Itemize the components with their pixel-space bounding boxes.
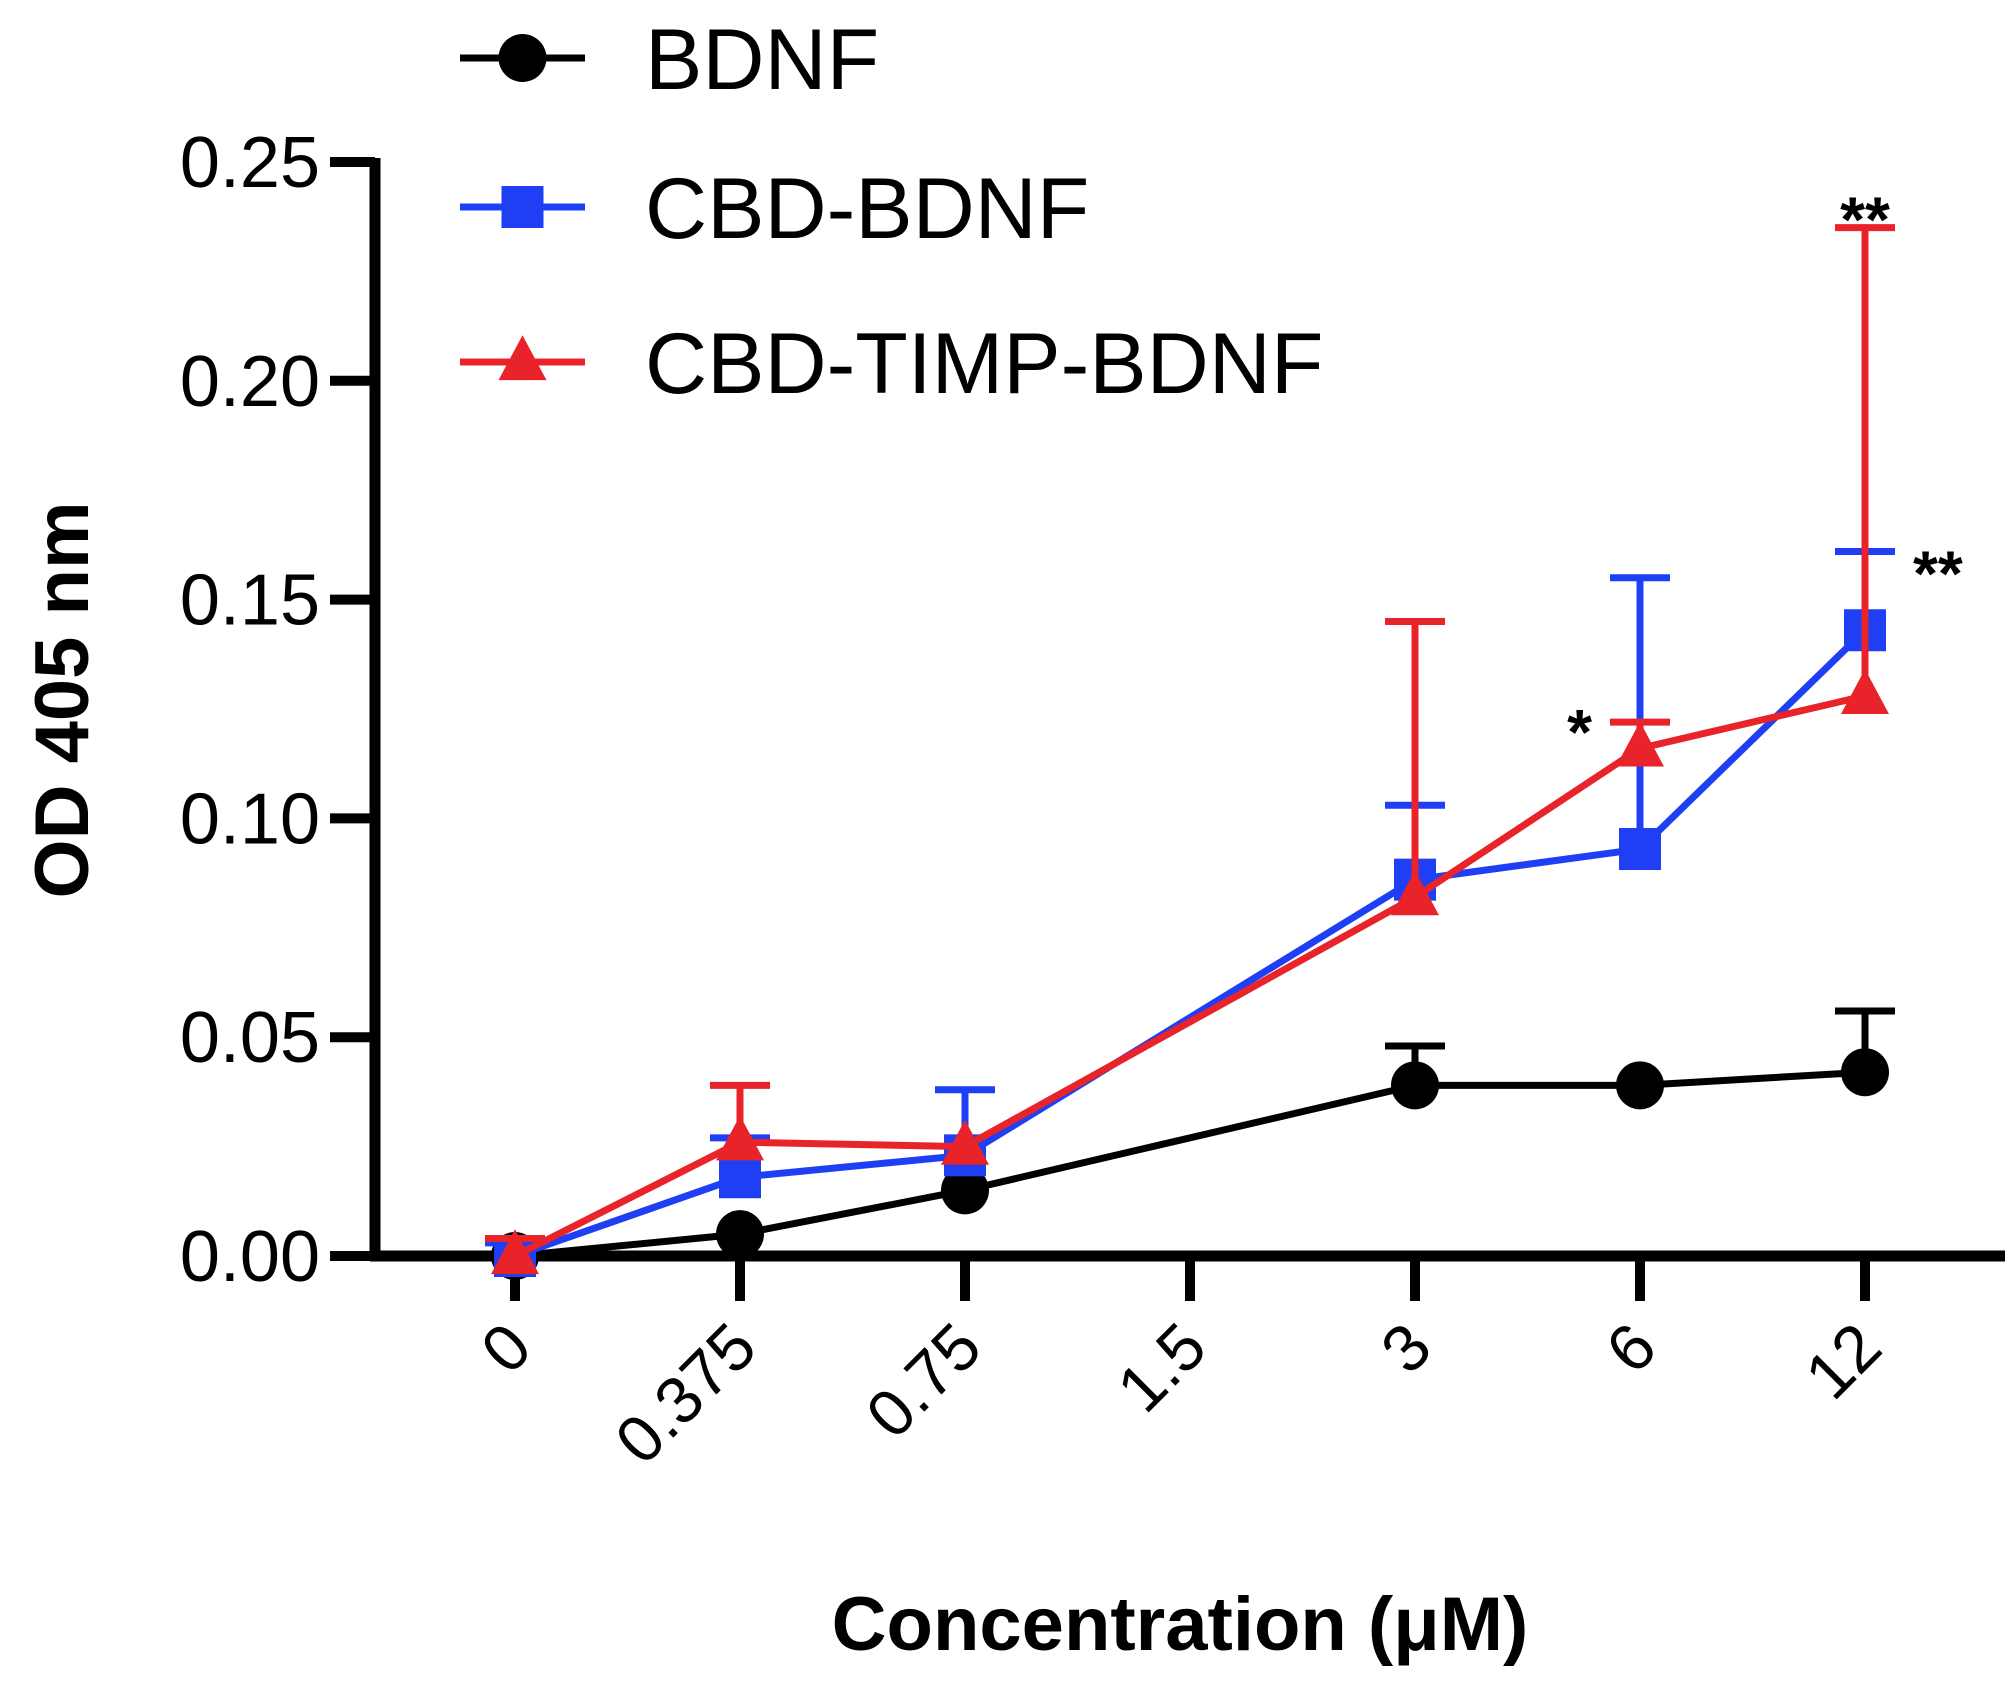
series-line — [514, 1068, 1866, 1260]
legend-marker — [501, 186, 544, 228]
data-point — [716, 1210, 764, 1259]
significance-marker: ** — [1840, 183, 1890, 255]
y-tick-label: 0.00 — [180, 1217, 320, 1297]
legend-label: CBD-TIMP-BDNF — [645, 316, 1323, 412]
data-point — [941, 1119, 989, 1165]
x-tick-label: 0.375 — [601, 1309, 770, 1478]
x-tick-label: 12 — [1791, 1309, 1895, 1413]
legend-item: BDNF — [460, 12, 879, 108]
x-tick-label: 0 — [467, 1309, 545, 1387]
legend-label: CBD-BDNF — [645, 161, 1089, 257]
data-point — [1391, 1061, 1439, 1110]
annotations: ***** — [1567, 183, 1963, 768]
data-point — [1616, 721, 1664, 767]
legend-marker — [498, 335, 547, 381]
x-tick-label: 0.75 — [852, 1309, 995, 1452]
legend-label: BDNF — [645, 12, 879, 108]
series-line — [513, 627, 1868, 1260]
data-point — [1619, 828, 1661, 871]
legend-item: CBD-TIMP-BDNF — [460, 316, 1323, 412]
data-point — [941, 1166, 989, 1215]
series-line — [513, 692, 1866, 1260]
data-point — [716, 1115, 764, 1161]
legend-item: CBD-BDNF — [460, 161, 1089, 257]
y-axis-title: OD 405 nm — [20, 501, 105, 898]
data-point — [1391, 870, 1439, 916]
series — [485, 224, 1895, 1280]
data-point — [1841, 669, 1889, 715]
y-tick-label: 0.20 — [180, 342, 320, 422]
data-point — [1616, 1061, 1664, 1110]
y-ticks: 0.00 0.05 0.10 0.15 0.20 0.25 — [180, 123, 375, 1297]
x-ticks: 0 0.375 0.75 1.5 3 6 12 — [467, 1256, 1895, 1478]
significance-marker: * — [1567, 696, 1592, 768]
series-bdnf — [491, 1007, 1895, 1280]
series-cbd-bdnf — [485, 547, 1895, 1277]
x-tick-label: 6 — [1592, 1309, 1670, 1387]
y-tick-label: 0.15 — [180, 561, 320, 641]
x-tick-label: 1.5 — [1103, 1309, 1220, 1426]
legend-marker — [498, 34, 547, 82]
legend: BDNF CBD-BDNF CBD-TIMP-BDNF — [460, 12, 1323, 412]
series-cbd-timp-bdnf — [485, 224, 1895, 1275]
significance-marker: ** — [1913, 537, 1963, 609]
x-tick-label: 3 — [1367, 1309, 1445, 1387]
data-point — [491, 1229, 539, 1275]
y-tick-label: 0.10 — [180, 779, 320, 859]
y-tick-label: 0.05 — [180, 998, 320, 1078]
y-tick-label: 0.25 — [180, 123, 320, 203]
data-point — [719, 1156, 761, 1199]
data-point — [1841, 1048, 1889, 1097]
x-axis-title: Concentration (μM) — [832, 1582, 1529, 1667]
